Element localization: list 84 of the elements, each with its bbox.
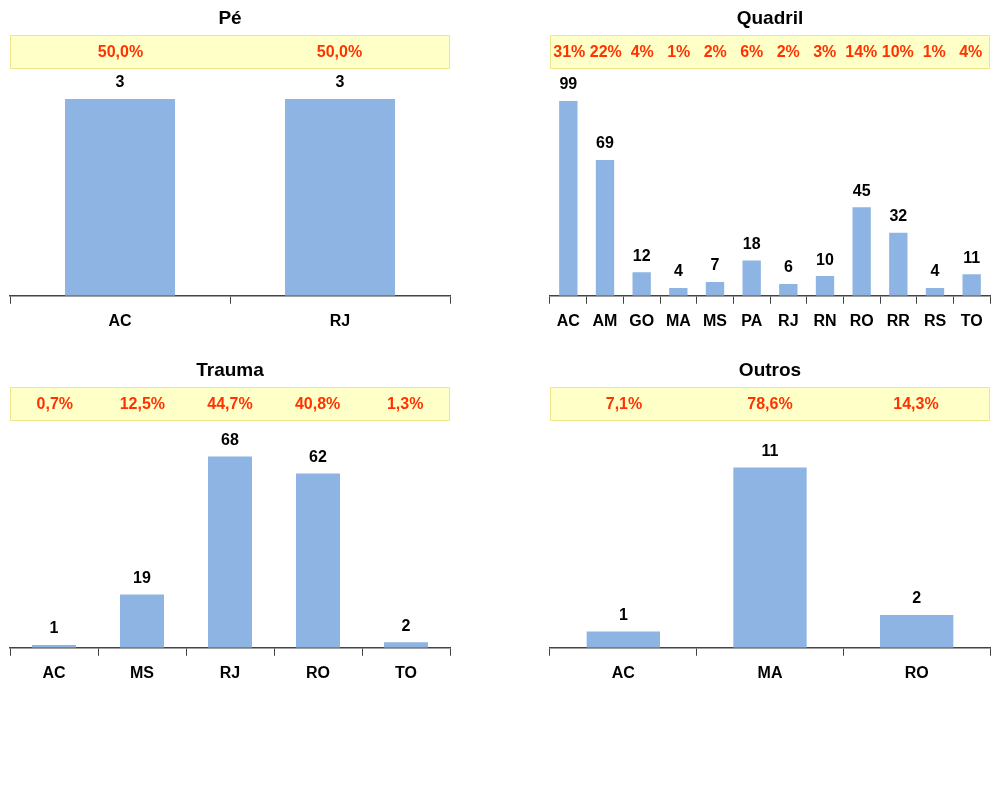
text: 2% <box>775 43 801 61</box>
data-label: 62 <box>309 447 327 465</box>
x-tick-label: RR <box>886 311 911 329</box>
data-label: 11 <box>761 441 779 459</box>
x-tick-label: MS <box>703 311 728 329</box>
data-label: 3 <box>115 73 125 91</box>
text: 50,0% <box>96 43 145 61</box>
x-tick-label: RJ <box>329 311 351 329</box>
text: 2% <box>702 43 728 61</box>
text: 22% <box>588 43 623 61</box>
x-tick-label: AC <box>42 663 66 681</box>
data-label: 69 <box>596 134 614 152</box>
data-label: 6 <box>783 258 793 276</box>
chart-title: Outros <box>737 358 803 382</box>
data-label: 7 <box>710 256 720 274</box>
x-tick-label: RN <box>813 311 837 329</box>
data-label: 3 <box>335 73 345 91</box>
data-label: 18 <box>742 234 761 252</box>
data-label: 68 <box>221 431 239 449</box>
text: 1% <box>921 43 947 61</box>
x-tick-label: GO <box>629 311 655 329</box>
text: 10% <box>880 43 915 61</box>
x-tick-label: RS <box>923 311 947 329</box>
text: 14% <box>844 43 879 61</box>
data-label: 11 <box>963 248 981 266</box>
bar <box>296 473 340 648</box>
bar <box>559 100 578 296</box>
x-tick-label: RJ <box>219 663 241 681</box>
bar <box>962 274 981 296</box>
text: 1% <box>666 43 692 61</box>
text: 14,3% <box>892 395 940 413</box>
x-tick-label: TO <box>395 663 417 681</box>
data-label: 4 <box>930 262 940 280</box>
chart-title: Pé <box>217 6 243 30</box>
data-label: 2 <box>401 616 411 634</box>
text: 50,0% <box>315 43 364 61</box>
bar <box>632 272 651 296</box>
x-tick-label: AC <box>108 311 132 329</box>
text: 4% <box>958 43 984 61</box>
bar <box>120 594 164 648</box>
data-label: 1 <box>49 619 59 637</box>
text: 0,7% <box>35 395 75 413</box>
chart-title: Trauma <box>195 358 265 382</box>
data-label: 99 <box>559 75 578 93</box>
bar <box>705 282 725 296</box>
text: 7,1% <box>604 395 644 413</box>
text: 40,8% <box>293 395 342 413</box>
x-tick-label: TO <box>960 311 983 329</box>
x-tick-label: RO <box>849 311 874 329</box>
x-tick-label: MA <box>665 311 692 329</box>
data-label: 4 <box>673 262 683 280</box>
text: 3% <box>812 43 838 61</box>
x-tick-label: RO <box>904 663 929 681</box>
text: 44,7% <box>206 395 254 413</box>
bar <box>595 160 615 296</box>
x-tick-label: RJ <box>778 311 799 329</box>
text: 12,5% <box>118 395 167 413</box>
x-tick-label: MS <box>130 663 155 681</box>
x-tick-label: AM <box>592 311 618 329</box>
bar <box>742 260 761 296</box>
x-tick-label: AC <box>556 311 581 329</box>
data-label: 19 <box>133 568 151 586</box>
x-tick-label: MA <box>757 663 783 681</box>
x-tick-label: RO <box>306 663 330 681</box>
text: 1,3% <box>385 395 425 413</box>
bar <box>208 456 252 648</box>
text: 31% <box>552 43 587 61</box>
data-label: 10 <box>816 250 834 268</box>
x-tick-label: AC <box>611 663 636 681</box>
bar <box>669 287 688 296</box>
data-label: 2 <box>912 589 922 607</box>
data-label: 1 <box>618 605 628 623</box>
x-tick-label: PA <box>741 311 763 329</box>
data-label: 32 <box>889 207 908 225</box>
data-label: 45 <box>852 181 871 199</box>
data-label: 12 <box>632 246 651 264</box>
bar <box>852 207 871 296</box>
text: 4% <box>629 43 655 61</box>
bar <box>779 283 798 296</box>
bar <box>889 232 908 296</box>
chart-title: Quadril <box>735 6 805 30</box>
text: 6% <box>739 43 765 61</box>
bar <box>815 276 835 296</box>
text: 78,6% <box>746 395 794 413</box>
